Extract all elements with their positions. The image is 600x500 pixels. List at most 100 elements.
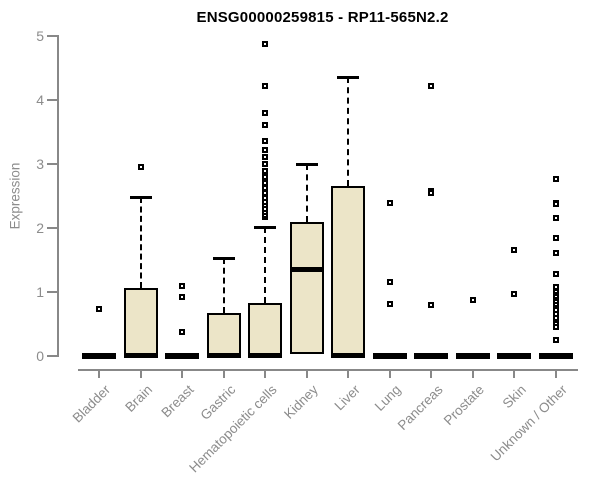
x-axis-line bbox=[78, 369, 578, 371]
x-tick bbox=[347, 369, 349, 378]
y-axis-line bbox=[57, 35, 59, 357]
x-tick bbox=[430, 369, 432, 378]
outlier-point bbox=[262, 160, 268, 167]
median-line bbox=[455, 352, 490, 359]
chart-title: ENSG00000259815 - RP11-565N2.2 bbox=[196, 9, 449, 26]
whisker bbox=[222, 258, 225, 313]
x-tick bbox=[98, 369, 100, 378]
x-tick-label: Skin bbox=[499, 382, 529, 412]
x-tick bbox=[305, 369, 308, 378]
outlier-point bbox=[511, 290, 517, 297]
outlier-point bbox=[179, 329, 185, 336]
median-line bbox=[123, 353, 158, 358]
outlier-point bbox=[552, 336, 559, 343]
median-line bbox=[331, 353, 365, 358]
outlier-point bbox=[262, 179, 268, 186]
median-line bbox=[372, 352, 407, 359]
whisker bbox=[264, 227, 266, 304]
y-tick-label: 2 bbox=[36, 219, 44, 236]
outlier-point bbox=[552, 234, 559, 241]
median-line bbox=[289, 266, 324, 272]
y-tick bbox=[47, 162, 57, 165]
median-line bbox=[414, 352, 448, 359]
outlier-point bbox=[262, 185, 268, 192]
x-tick bbox=[264, 369, 266, 378]
x-tick-label: Kidney bbox=[281, 382, 322, 422]
outlier-point bbox=[428, 82, 434, 89]
x-tick-label: Breast bbox=[158, 382, 197, 421]
outlier-point bbox=[262, 41, 268, 48]
outlier-point bbox=[552, 176, 559, 183]
y-axis-title: Expression bbox=[7, 162, 23, 230]
outlier-point bbox=[386, 279, 393, 285]
outlier-point bbox=[262, 174, 268, 181]
outlier-point bbox=[428, 302, 434, 309]
y-tick bbox=[47, 290, 57, 293]
whisker-cap bbox=[337, 75, 359, 79]
box bbox=[206, 312, 241, 356]
outlier-point bbox=[179, 283, 185, 290]
box bbox=[123, 288, 158, 356]
whisker bbox=[305, 163, 308, 222]
box bbox=[248, 303, 282, 356]
box bbox=[289, 221, 324, 355]
whisker bbox=[139, 197, 142, 289]
y-tick bbox=[47, 98, 57, 101]
outlier-point bbox=[262, 138, 268, 145]
x-tick bbox=[181, 369, 183, 378]
x-tick-label: Liver bbox=[331, 382, 363, 414]
median-line bbox=[538, 352, 573, 359]
whisker-cap bbox=[254, 226, 276, 230]
x-tick-label: Bladder bbox=[70, 382, 114, 426]
median-line bbox=[497, 352, 531, 359]
outlier-point bbox=[552, 201, 559, 208]
y-tick-label: 5 bbox=[36, 28, 44, 44]
outlier-point bbox=[262, 190, 268, 197]
x-tick bbox=[471, 369, 474, 378]
outlier-point bbox=[262, 122, 268, 129]
outlier-point bbox=[262, 110, 268, 117]
outlier-point bbox=[137, 163, 144, 170]
y-tick bbox=[47, 35, 57, 37]
y-tick bbox=[47, 354, 57, 357]
outlier-point bbox=[552, 250, 559, 257]
y-tick bbox=[47, 226, 57, 229]
x-tick bbox=[222, 369, 225, 378]
x-tick bbox=[554, 369, 557, 378]
outlier-point bbox=[262, 167, 268, 174]
outlier-point bbox=[469, 296, 476, 303]
whisker-cap bbox=[212, 257, 235, 261]
outlier-point bbox=[511, 247, 517, 254]
x-tick-label: Pancreas bbox=[394, 382, 446, 433]
outlier-point bbox=[552, 324, 559, 331]
outlier-point bbox=[386, 200, 393, 207]
y-tick-label: 1 bbox=[36, 283, 44, 300]
outlier-point bbox=[552, 284, 559, 291]
x-tick-label: Lung bbox=[372, 382, 405, 414]
outlier-point bbox=[386, 301, 393, 308]
outlier-point bbox=[179, 294, 185, 301]
median-line bbox=[248, 353, 282, 358]
outlier-point bbox=[552, 215, 559, 222]
x-tick bbox=[139, 369, 142, 378]
x-tick-label: Prostate bbox=[440, 382, 488, 429]
whisker-cap bbox=[295, 162, 318, 166]
outlier-point bbox=[262, 82, 268, 89]
whisker-cap bbox=[129, 196, 152, 200]
outlier-point bbox=[552, 315, 559, 322]
whisker bbox=[347, 76, 349, 186]
outlier-point bbox=[96, 306, 102, 313]
x-tick bbox=[513, 369, 515, 378]
x-tick-label: Unknown / Other bbox=[487, 382, 571, 465]
y-tick-label: 3 bbox=[36, 155, 44, 172]
y-tick-label: 4 bbox=[36, 91, 44, 108]
outlier-point bbox=[262, 146, 268, 153]
outlier-point bbox=[262, 154, 268, 161]
x-tick-label: Gastric bbox=[197, 382, 239, 423]
y-tick-label: 0 bbox=[36, 347, 44, 364]
median-line bbox=[82, 352, 116, 359]
outlier-point bbox=[552, 271, 559, 278]
x-tick-label: Brain bbox=[122, 382, 156, 415]
median-line bbox=[165, 352, 199, 359]
